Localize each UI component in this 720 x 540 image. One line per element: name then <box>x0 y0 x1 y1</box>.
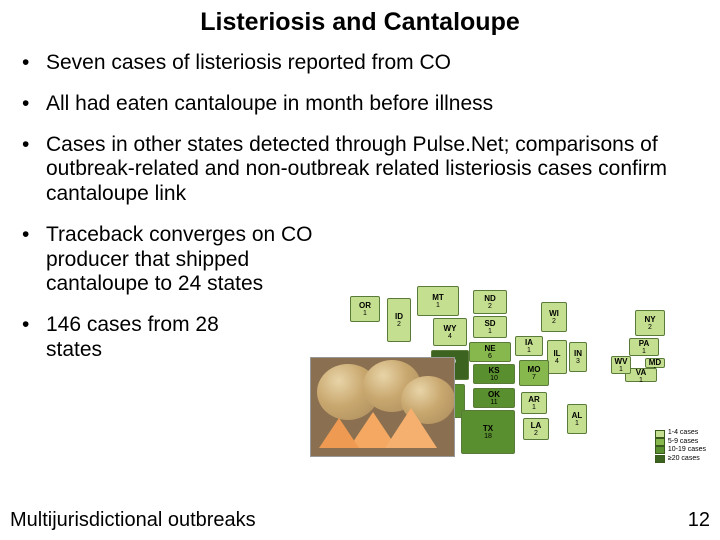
state-al: AL1 <box>567 404 587 434</box>
bullet-item: All had eaten cantaloupe in month before… <box>22 92 702 117</box>
state-or: OR1 <box>350 296 380 322</box>
bullet-item: Traceback converges on CO producer that … <box>22 223 322 297</box>
state-ia: IA1 <box>515 336 543 356</box>
bullet-item: 146 cases from 28 states <box>22 313 222 363</box>
state-wy: WY4 <box>433 318 467 346</box>
bullet-item: Seven cases of listeriosis reported from… <box>22 51 702 76</box>
state-ar: AR1 <box>521 392 547 414</box>
slide-title: Listeriosis and Cantaloupe <box>0 0 720 51</box>
state-ok: OK11 <box>473 388 515 408</box>
state-in: IN3 <box>569 342 587 372</box>
map-legend: 1-4 cases 5-9 cases 10-19 cases ≥20 case… <box>655 429 706 463</box>
state-nd: ND2 <box>473 290 507 314</box>
state-la: LA2 <box>523 418 549 440</box>
state-ny: NY2 <box>635 310 665 336</box>
slide-number: 12 <box>688 509 710 532</box>
footer-text: Multijurisdictional outbreaks <box>10 509 256 532</box>
state-mo: MO7 <box>519 360 549 386</box>
state-mt: MT1 <box>417 286 459 316</box>
state-id: ID2 <box>387 298 411 342</box>
cantaloupe-photo <box>310 357 455 457</box>
state-wv: WV1 <box>611 356 631 374</box>
state-sd: SD1 <box>473 316 507 338</box>
state-ne: NE6 <box>469 342 511 362</box>
state-tx: TX18 <box>461 410 515 454</box>
state-pa: PA1 <box>629 338 659 356</box>
state-il: IL4 <box>547 340 567 374</box>
state-md: MD1 <box>645 358 665 368</box>
slide-footer: Multijurisdictional outbreaks 12 <box>10 509 710 532</box>
state-ks: KS10 <box>473 364 515 384</box>
image-region: 1-4 cases 5-9 cases 10-19 cases ≥20 case… <box>310 260 710 465</box>
state-wi: WI2 <box>541 302 567 332</box>
bullet-item: Cases in other states detected through P… <box>22 133 702 207</box>
